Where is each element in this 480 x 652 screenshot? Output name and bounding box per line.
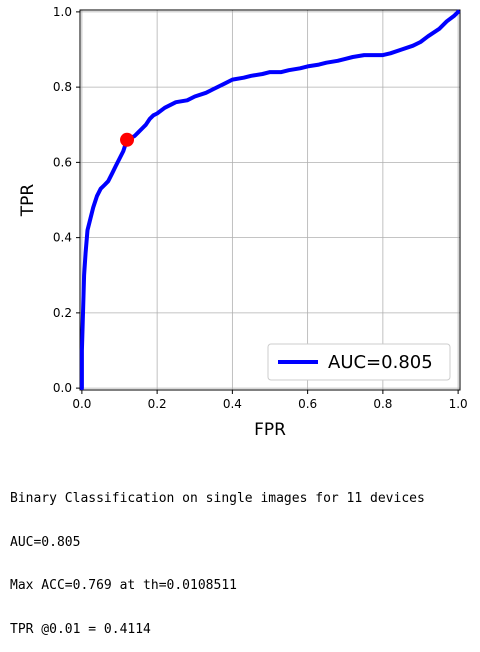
x-tick-label: 0.8 [373,397,392,411]
axis-ticks: 0.0 0.2 0.4 0.6 0.8 1.0 0.0 0.2 0.4 0.6 0.8 1.0 [53,5,468,411]
y-tick-label: 0.8 [53,80,72,94]
x-tick-label: 0.0 [72,397,91,411]
caption-line-tpr: TPR @0.01 = 0.4114 [10,621,151,637]
legend-label: AUC=0.805 [328,352,433,373]
caption-text: Binary Classification on single images f… [10,463,425,652]
x-tick-label: 0.2 [148,397,167,411]
legend-box [267,343,451,381]
roc-chart: 0.0 0.2 0.4 0.6 0.8 1.0 0.0 0.2 0.4 0.6 0.8 1.0 FPR… [18,5,468,440]
caption-line-auc: AUC=0.805 [10,534,81,550]
x-tick-label: 1.0 [449,397,468,411]
roc-curve-line [79,9,461,391]
caption-line-title: Binary Classification on single images f… [10,491,425,506]
y-tick-label: 0.0 [53,381,72,395]
y-tick-label: 0.6 [53,155,72,169]
max-acc-marker [120,132,135,147]
x-axis-label: FPR [254,420,286,440]
grid-lines [80,10,460,390]
y-tick-label: 0.4 [53,231,72,245]
plot-frame [79,9,461,391]
y-tick-label: 0.2 [53,306,72,320]
x-tick-label: 0.6 [298,397,317,411]
y-tick-label: 1.0 [53,5,72,19]
x-tick-label: 0.4 [223,397,242,411]
caption-line-max-acc: Max ACC=0.769 at th=0.0108511 [10,578,237,593]
legend: AUC=0.805 [267,343,451,381]
y-axis-label: TPR [18,184,38,218]
